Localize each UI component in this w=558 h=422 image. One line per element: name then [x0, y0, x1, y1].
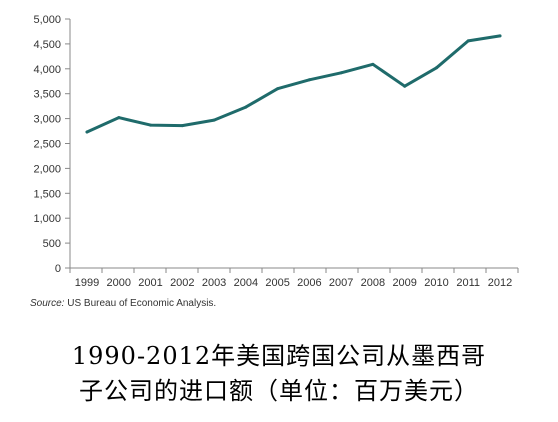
data-point	[212, 118, 216, 122]
data-point	[498, 34, 502, 38]
x-tick-label: 2012	[488, 277, 512, 289]
y-tick-label: 1,000	[33, 213, 61, 225]
y-tick-label: 4,500	[33, 39, 61, 51]
y-tick-label: 3,000	[33, 114, 61, 126]
y-tick-label: 5,000	[33, 14, 61, 26]
y-tick-label: 500	[43, 238, 61, 250]
data-point	[244, 105, 248, 109]
x-axis: 1999 2000 2001 2002 2003 2004 2005 2006 2007 2008…	[69, 268, 519, 289]
line-chart: 0 500 1,000 1,500 2,000 2,500 3,000 3,500 4,000 4…	[33, 14, 519, 289]
source-text: US Bureau of Economic Analysis.	[64, 298, 217, 309]
x-tick-label: 2011	[456, 277, 480, 289]
x-tick-label: 2004	[234, 277, 258, 289]
x-tick-label: 2006	[297, 277, 321, 289]
data-point	[434, 66, 438, 70]
x-tick-label: 2005	[265, 277, 289, 289]
caption-line-1: 1990-2012年美国跨国公司从墨西哥	[71, 342, 487, 370]
x-tick-label: 2008	[361, 277, 385, 289]
data-point	[276, 87, 280, 91]
y-tick-label: 3,500	[33, 89, 61, 101]
caption-line-2: 子公司的进口额（单位：百万美元）	[79, 377, 479, 405]
y-tick-label: 2,500	[33, 139, 61, 151]
x-tick-label: 2002	[170, 277, 194, 289]
y-tick-label: 0	[55, 263, 61, 275]
source-note: Source: US Bureau of Economic Analysis.	[30, 298, 216, 309]
data-point	[149, 123, 153, 127]
y-tick-label: 1,500	[33, 188, 61, 200]
y-tick-label: 2,000	[33, 163, 61, 175]
data-point	[339, 71, 343, 75]
series-group	[85, 34, 502, 134]
series-line	[85, 34, 502, 134]
x-tick-label: 2009	[392, 277, 416, 289]
data-point	[180, 124, 184, 128]
y-axis: 0 500 1,000 1,500 2,000 2,500 3,000 3,500 4,000 4…	[33, 14, 70, 275]
axes	[69, 19, 518, 269]
x-tick-label: 2010	[424, 277, 448, 289]
x-tick-label: 2003	[202, 277, 226, 289]
data-point	[371, 62, 375, 66]
data-point	[117, 116, 121, 120]
y-tick-label: 4,000	[33, 64, 61, 76]
x-tick-label: 2007	[329, 277, 353, 289]
data-point	[403, 84, 407, 88]
x-tick-label: 2000	[107, 277, 131, 289]
source-prefix: Source:	[30, 298, 65, 309]
data-point	[307, 78, 311, 82]
x-tick-label: 2001	[138, 277, 162, 289]
x-tick-label: 1999	[75, 277, 99, 289]
data-point	[466, 39, 470, 43]
data-point	[85, 130, 89, 134]
